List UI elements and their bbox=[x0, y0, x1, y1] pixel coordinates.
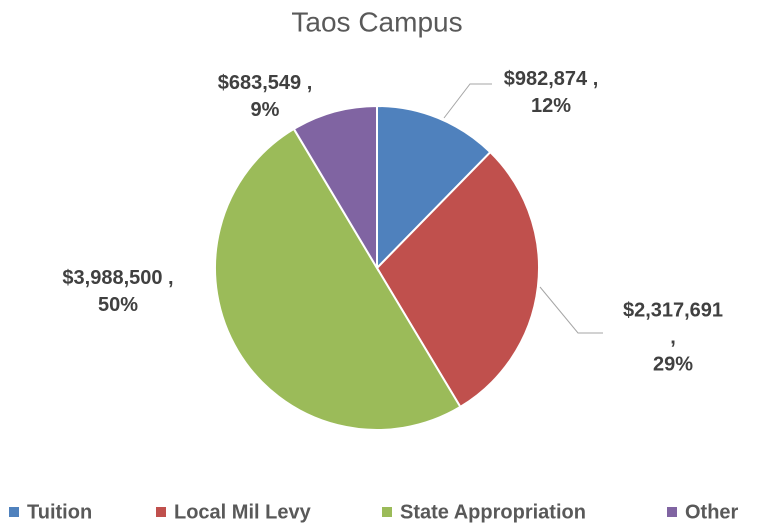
pie-slice bbox=[375, 150, 540, 409]
legend-label: Tuition bbox=[27, 501, 92, 523]
legend-swatch bbox=[9, 507, 19, 517]
chart-title: Taos Campus bbox=[291, 6, 462, 37]
leader-line bbox=[539, 286, 603, 334]
legend-swatch bbox=[667, 507, 677, 517]
pie-slice bbox=[292, 104, 378, 272]
legend-label: State Appropriation bbox=[400, 501, 586, 523]
legend-swatch bbox=[382, 507, 392, 517]
legend-label: Other bbox=[685, 501, 739, 523]
pie-slice bbox=[214, 127, 462, 431]
pie-slice bbox=[376, 104, 492, 271]
leader-line bbox=[443, 83, 492, 119]
data-label: $3,988,500 , 50% bbox=[62, 267, 174, 316]
legend-swatch bbox=[156, 507, 166, 517]
data-label: $683,549 , 9% bbox=[217, 72, 313, 121]
data-label: $2,317,691 , 29% bbox=[622, 299, 724, 376]
legend-label: Local Mil Levy bbox=[174, 501, 312, 523]
data-label: $982,874 , 12% bbox=[503, 68, 599, 117]
